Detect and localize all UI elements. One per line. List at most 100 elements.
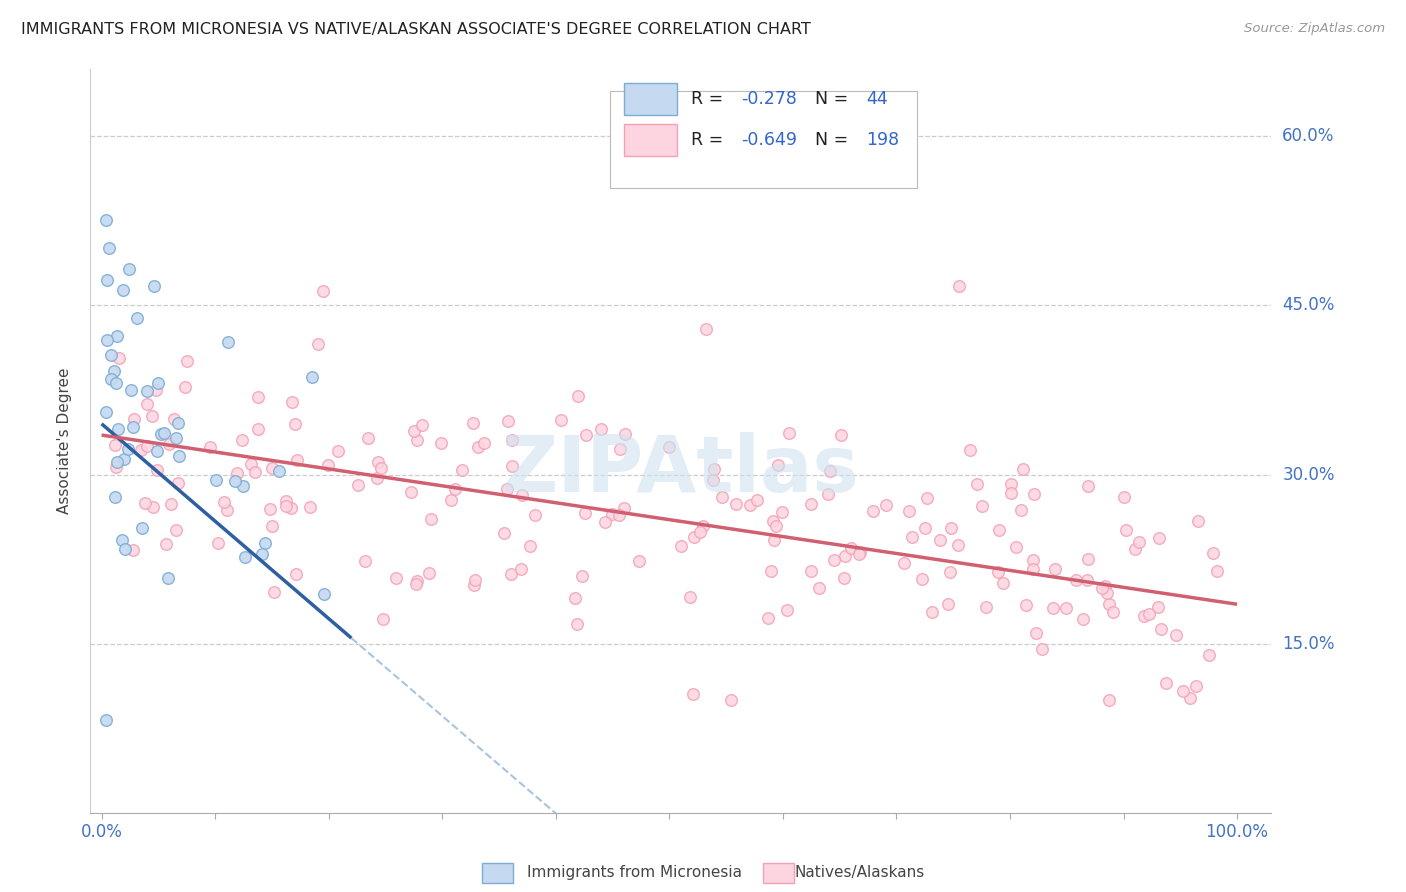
- Point: [312, 587, 335, 601]
- Point: [1114, 490, 1136, 504]
- Point: [263, 585, 285, 599]
- Point: [402, 424, 425, 438]
- Point: [347, 477, 370, 491]
- Point: [260, 519, 283, 533]
- Point: [114, 541, 136, 556]
- Point: [974, 600, 997, 615]
- Point: [136, 384, 159, 398]
- Point: [100, 372, 122, 386]
- Point: [104, 490, 127, 504]
- Point: [671, 539, 693, 553]
- Point: [830, 427, 852, 442]
- Point: [524, 508, 547, 522]
- Point: [1171, 684, 1194, 698]
- Point: [1187, 514, 1209, 528]
- Point: [131, 521, 153, 535]
- Point: [108, 351, 131, 366]
- Point: [239, 457, 262, 471]
- Point: [136, 397, 159, 411]
- Point: [770, 505, 793, 519]
- Point: [259, 502, 281, 516]
- Point: [117, 442, 139, 457]
- Point: [1094, 579, 1116, 593]
- Point: [1005, 540, 1028, 554]
- Point: [762, 514, 785, 528]
- Point: [176, 354, 198, 368]
- Point: [142, 500, 165, 515]
- Point: [385, 571, 408, 585]
- Point: [911, 572, 934, 586]
- Y-axis label: Associate's Degree: Associate's Degree: [58, 368, 72, 514]
- Point: [600, 508, 623, 522]
- Point: [120, 383, 142, 397]
- Point: [1010, 502, 1032, 516]
- Point: [260, 461, 283, 475]
- Point: [167, 450, 190, 464]
- Point: [1090, 581, 1112, 595]
- Text: -0.649: -0.649: [741, 131, 797, 149]
- Text: N =: N =: [815, 90, 853, 108]
- Point: [165, 431, 187, 445]
- Point: [1015, 599, 1038, 613]
- Point: [463, 417, 485, 431]
- Point: [307, 337, 329, 351]
- Point: [1146, 599, 1168, 614]
- Point: [247, 390, 270, 404]
- Point: [496, 414, 519, 428]
- Point: [253, 536, 276, 550]
- Text: -0.278: -0.278: [741, 90, 797, 108]
- Point: [440, 492, 463, 507]
- Point: [1071, 612, 1094, 626]
- Point: [692, 519, 714, 533]
- Point: [593, 516, 616, 530]
- Point: [326, 444, 349, 458]
- Point: [695, 322, 717, 336]
- Point: [112, 451, 135, 466]
- Point: [574, 506, 596, 520]
- Text: R =: R =: [692, 131, 730, 149]
- Point: [224, 474, 246, 488]
- Point: [848, 547, 870, 561]
- Point: [366, 471, 388, 485]
- Point: [157, 570, 180, 584]
- Text: 44: 44: [866, 90, 887, 108]
- Point: [761, 565, 783, 579]
- Point: [834, 549, 856, 563]
- Text: 30.0%: 30.0%: [1282, 466, 1334, 483]
- Point: [153, 425, 176, 440]
- Point: [1102, 605, 1125, 619]
- Point: [1031, 642, 1053, 657]
- Point: [173, 380, 195, 394]
- Point: [762, 533, 785, 548]
- Point: [301, 369, 323, 384]
- Point: [284, 417, 307, 432]
- Point: [1098, 693, 1121, 707]
- Point: [613, 501, 636, 516]
- Point: [463, 578, 485, 592]
- Text: Natives/Alaskans: Natives/Alaskans: [794, 865, 925, 880]
- Point: [832, 571, 855, 585]
- Point: [217, 334, 239, 349]
- Point: [966, 477, 988, 491]
- Point: [817, 487, 839, 501]
- Point: [160, 497, 183, 511]
- Point: [146, 376, 169, 390]
- Point: [1022, 487, 1045, 501]
- Point: [720, 693, 742, 707]
- Point: [405, 576, 427, 591]
- Text: N =: N =: [815, 131, 853, 149]
- Point: [443, 482, 465, 496]
- Point: [915, 491, 938, 505]
- Point: [862, 504, 884, 518]
- Point: [550, 413, 572, 427]
- Point: [959, 443, 981, 458]
- Point: [163, 412, 186, 426]
- Point: [936, 597, 959, 611]
- Point: [125, 310, 148, 325]
- Point: [740, 498, 762, 512]
- Point: [1012, 462, 1035, 476]
- Point: [118, 262, 141, 277]
- Point: [1042, 601, 1064, 615]
- Point: [1097, 586, 1119, 600]
- Point: [628, 554, 651, 568]
